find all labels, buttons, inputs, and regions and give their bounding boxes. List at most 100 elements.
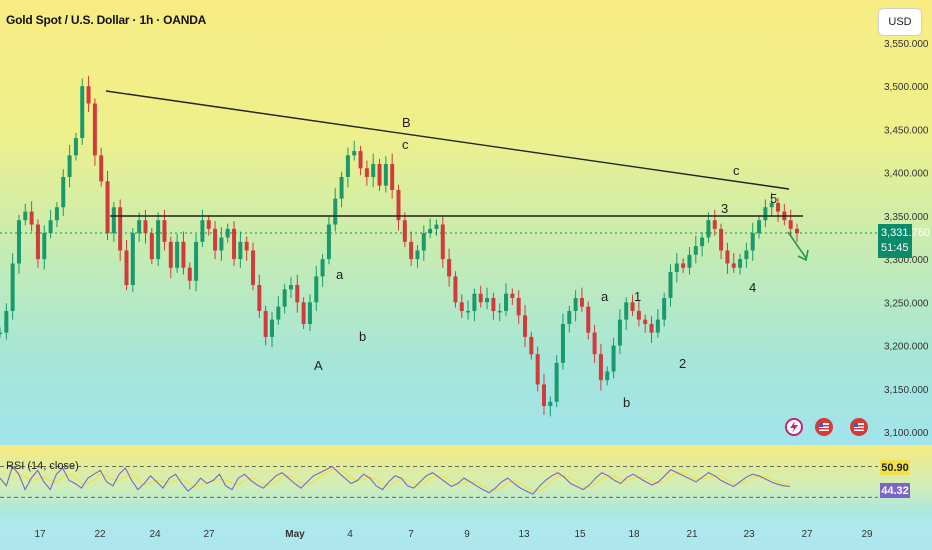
candle-body bbox=[485, 298, 490, 303]
us-flag-icon[interactable] bbox=[815, 418, 833, 436]
candle-body bbox=[554, 362, 559, 402]
candle-body bbox=[48, 220, 53, 234]
candle-body bbox=[390, 164, 395, 190]
candle-body bbox=[232, 228, 237, 260]
time-tick-label: 29 bbox=[861, 529, 873, 540]
us-flag-icon[interactable] bbox=[850, 418, 868, 436]
candle-body bbox=[560, 323, 565, 363]
main-pane[interactable] bbox=[0, 0, 932, 445]
candle-body bbox=[466, 310, 471, 313]
candle-body bbox=[137, 220, 142, 234]
wave-label: 3 bbox=[721, 201, 728, 216]
candle-body bbox=[491, 298, 496, 311]
candle-body bbox=[598, 354, 603, 381]
candle-body bbox=[143, 220, 148, 234]
wave-label: A bbox=[314, 358, 323, 373]
candle-body bbox=[415, 250, 420, 260]
candle-body bbox=[605, 371, 610, 381]
wave-label: c bbox=[733, 163, 740, 178]
candle-body bbox=[23, 211, 28, 221]
candle-body bbox=[516, 298, 521, 316]
candle-body bbox=[16, 220, 21, 264]
price-tick-label: 3,350.000 bbox=[884, 212, 929, 223]
candle-body bbox=[99, 155, 104, 182]
price-tick-label: 3,450.000 bbox=[884, 125, 929, 136]
candle-body bbox=[111, 207, 116, 234]
candle-body bbox=[788, 220, 793, 229]
candle-body bbox=[706, 220, 711, 238]
candle-body bbox=[548, 401, 553, 407]
candle-body bbox=[428, 228, 433, 234]
candle-body bbox=[269, 319, 274, 337]
lightning-icon[interactable] bbox=[785, 418, 803, 436]
candle-body bbox=[181, 241, 186, 268]
candle-body bbox=[0, 332, 2, 335]
wave-label: a bbox=[336, 267, 344, 282]
candle-body bbox=[624, 302, 629, 320]
candle-body bbox=[320, 259, 325, 277]
candle-body bbox=[92, 103, 97, 156]
price-tick-label: 3,300.000 bbox=[884, 255, 929, 266]
candle-body bbox=[276, 306, 281, 320]
candle-body bbox=[719, 228, 724, 251]
candle-body bbox=[383, 164, 388, 186]
candle-body bbox=[655, 319, 660, 333]
candle-body bbox=[4, 310, 9, 333]
last-price-tag: 3,331.760 51:45 bbox=[878, 224, 930, 258]
rsi-line bbox=[0, 465, 791, 495]
candle-body bbox=[162, 220, 167, 242]
candle-body bbox=[263, 310, 268, 337]
candle-body bbox=[352, 151, 357, 156]
time-axis[interactable] bbox=[0, 515, 932, 550]
candle-body bbox=[187, 267, 192, 281]
candle-body bbox=[200, 220, 205, 242]
time-tick-label: 18 bbox=[628, 529, 640, 540]
candle-body bbox=[472, 293, 477, 311]
candle-body bbox=[105, 181, 110, 234]
candle-body bbox=[744, 250, 749, 260]
candle-body bbox=[731, 263, 736, 268]
candle-body bbox=[541, 384, 546, 407]
candle-body bbox=[219, 237, 224, 251]
candle-body bbox=[238, 241, 243, 260]
time-tick-label: 24 bbox=[149, 529, 161, 540]
candle-body bbox=[757, 220, 762, 234]
candle-body bbox=[573, 298, 578, 311]
price-tick-label: 3,150.000 bbox=[884, 385, 929, 396]
wave-label: 4 bbox=[749, 280, 756, 295]
time-tick-label: 13 bbox=[518, 529, 530, 540]
candle-body bbox=[668, 272, 673, 299]
currency-button[interactable]: USD bbox=[878, 8, 922, 36]
wave-label: a bbox=[601, 289, 609, 304]
candle-body bbox=[440, 224, 445, 260]
candle-body bbox=[693, 246, 698, 255]
price-tick-label: 3,550.000 bbox=[884, 39, 929, 50]
candle-body bbox=[333, 198, 338, 225]
time-tick-label: 27 bbox=[801, 529, 813, 540]
candle-body bbox=[371, 164, 376, 177]
candle-body bbox=[681, 263, 686, 268]
trend-line[interactable] bbox=[105, 90, 790, 190]
candle-body bbox=[288, 285, 293, 290]
candle-body bbox=[251, 250, 256, 286]
candle-body bbox=[282, 289, 287, 307]
time-tick-label: 4 bbox=[347, 529, 353, 540]
candle-body bbox=[175, 241, 180, 268]
candle-body bbox=[35, 224, 40, 260]
candle-body bbox=[54, 207, 59, 221]
candle-body bbox=[478, 293, 483, 303]
time-tick-label: 9 bbox=[464, 529, 470, 540]
candle-body bbox=[763, 207, 768, 221]
candle-body bbox=[168, 241, 173, 268]
candle-body bbox=[29, 211, 34, 225]
wave-label: c bbox=[402, 137, 409, 152]
candle-body bbox=[42, 233, 47, 260]
candle-body bbox=[213, 228, 218, 251]
candle-body bbox=[73, 138, 78, 156]
candle-body bbox=[725, 250, 730, 264]
rsi-indicator-label[interactable]: RSI (14, close) bbox=[6, 460, 79, 472]
time-tick-label: 21 bbox=[686, 529, 698, 540]
time-tick-label: 7 bbox=[408, 529, 414, 540]
